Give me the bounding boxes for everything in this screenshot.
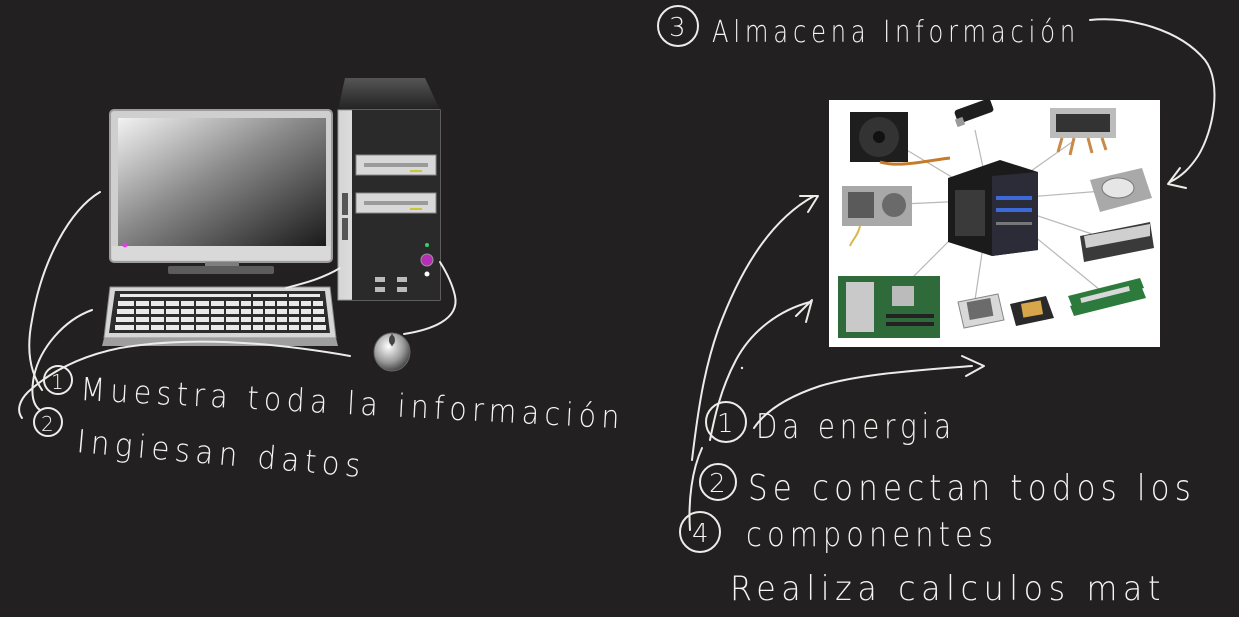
arrowhead-motherboard — [795, 299, 813, 323]
number-2-left: 2 — [41, 412, 60, 436]
bracket-left-labels — [18, 340, 351, 419]
number-circle-2-right — [699, 463, 737, 501]
keyboard-cable — [285, 267, 341, 289]
number-circle-1-right — [705, 401, 747, 443]
case-fan-icon — [850, 112, 951, 166]
number-2-right: 2 — [709, 469, 732, 499]
number-circle-1-left — [43, 365, 73, 395]
mouse-icon — [373, 332, 411, 372]
power-supply-icon — [842, 186, 912, 247]
motherboard-icon — [838, 276, 940, 338]
number-1-left: 1 — [51, 370, 70, 394]
label-almacena-informacion: Almacena Información — [712, 15, 1080, 50]
label-componentes: componentes — [746, 515, 998, 555]
number-circle-4-right — [679, 511, 721, 553]
processor-icon — [957, 293, 1054, 329]
tower-case-icon — [337, 78, 441, 301]
computer-components-photo — [829, 98, 1160, 347]
label-realiza-calculos: Realiza calculos mat — [730, 569, 1166, 609]
keyboard-icon — [102, 286, 338, 346]
label-muestra-informacion: Muestra toda la información — [80, 370, 626, 436]
arrow-keyboard-to-label — [31, 309, 93, 411]
number-circle-3-top — [657, 5, 699, 47]
mouse-cable — [403, 261, 457, 335]
label-se-conectan: Se conectan todos los — [748, 468, 1196, 509]
usb-drive-icon — [954, 98, 994, 128]
ink-dot — [740, 366, 744, 370]
label-da-energia: Da energia — [756, 407, 956, 447]
monitor-icon — [109, 109, 333, 274]
cpu-cooler-icon — [1050, 108, 1116, 156]
arrow-monitor-to-label — [28, 191, 101, 391]
arrow-motherboard — [709, 301, 811, 441]
hard-drive-icon — [1090, 168, 1152, 212]
bracket-right-labels — [688, 447, 703, 531]
pc-case-icon — [948, 160, 1038, 256]
arrow-power-supply — [691, 195, 815, 461]
ram-module-icon — [1068, 278, 1146, 316]
number-3-top: 3 — [669, 13, 692, 43]
number-circle-2-left — [33, 407, 63, 437]
arrowhead-top — [1167, 167, 1187, 189]
label-ingresan-datos: Ingiesan datos — [75, 422, 367, 485]
arrow-top-to-photo — [1089, 18, 1216, 183]
number-4-right: 4 — [692, 519, 715, 549]
optical-drive-icon — [1080, 222, 1154, 262]
number-1-right: 1 — [717, 409, 740, 439]
arrowhead-processor — [961, 355, 985, 377]
arrow-processor — [753, 365, 973, 429]
arrowhead-power — [799, 195, 819, 213]
desktop-computer-illustration — [102, 78, 457, 372]
